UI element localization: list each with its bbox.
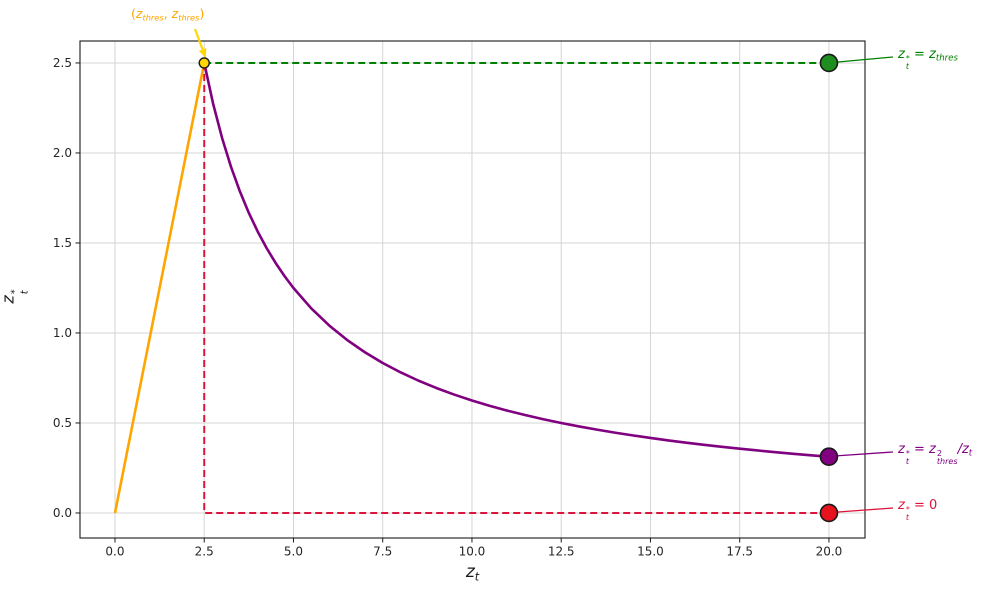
leader-green (837, 56, 894, 63)
annotation-threshold-point: (zthres, zthres) (131, 6, 205, 23)
marker-green-endpoint (819, 53, 839, 73)
leader-purple (837, 451, 894, 457)
marker-red-endpoint (819, 503, 839, 523)
marker-purple-endpoint (819, 447, 839, 467)
plot-border (79, 40, 866, 539)
x-tick-label: 20.0 (816, 545, 843, 559)
series-inverse-decay-curve (202, 62, 830, 459)
x-tick-label: 2.5 (195, 545, 214, 559)
annotation-z-thres-label: z * t = zthres (898, 47, 958, 72)
y-tick-label: 2.5 (53, 56, 72, 70)
series-zero-dashed-line (203, 62, 829, 514)
x-tick-label: 7.5 (373, 545, 392, 559)
marker-threshold-point (198, 57, 210, 69)
series-identity-segment (113, 62, 206, 514)
y-tick-label: 1.0 (53, 326, 72, 340)
peak-arrow-head (198, 48, 207, 58)
y-axis-label: z * t (0, 289, 31, 304)
y-tick-label: 1.5 (53, 236, 72, 250)
x-tick-label: 5.0 (284, 545, 303, 559)
x-tick-label: 17.5 (726, 545, 753, 559)
x-tick-label: 15.0 (637, 545, 664, 559)
leader-red (837, 507, 894, 513)
x-tick-label: 0.0 (105, 545, 124, 559)
x-tick-label: 10.0 (459, 545, 486, 559)
annotation-zero-label: z * t = 0 (898, 498, 938, 523)
x-tick-label: 12.5 (548, 545, 575, 559)
y-tick-label: 0.0 (53, 506, 72, 520)
x-axis-label: zt (465, 562, 480, 584)
y-tick-label: 2.0 (53, 146, 72, 160)
peak-arrow-shaft (193, 28, 204, 50)
annotation-inverse-decay-label: z * t = z 2 thres/zt (898, 442, 973, 467)
y-tick-label: 0.5 (53, 416, 72, 430)
